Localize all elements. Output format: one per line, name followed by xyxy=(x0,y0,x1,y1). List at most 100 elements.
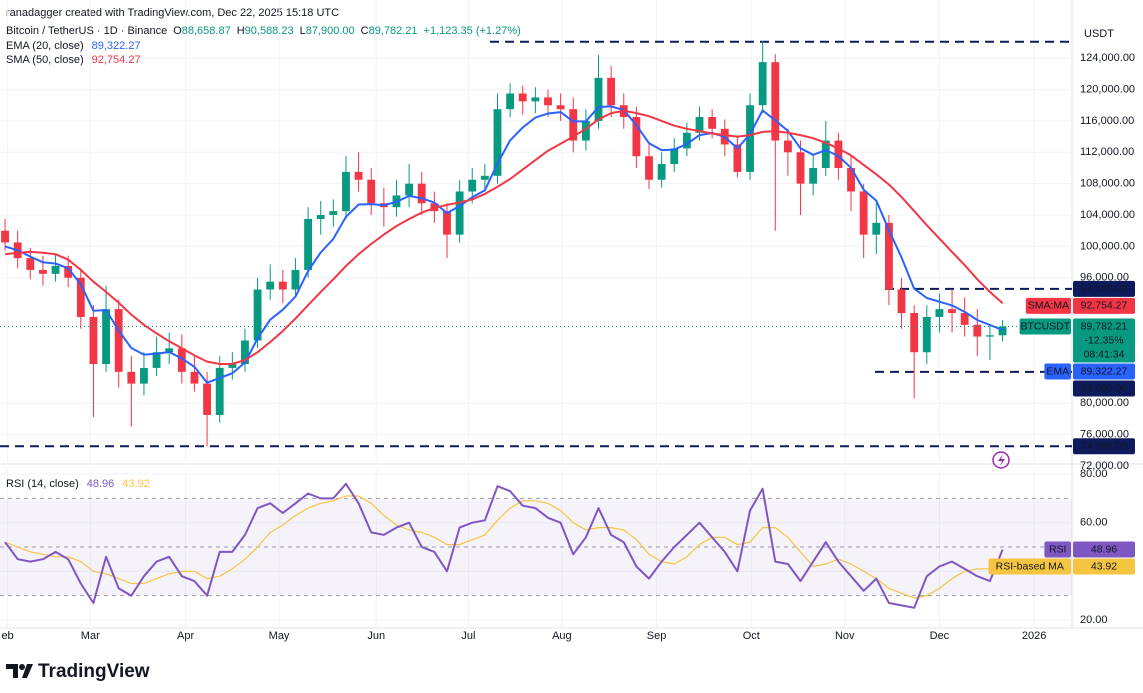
candle-body xyxy=(935,309,944,317)
badge-label: 48.96 xyxy=(1091,543,1117,555)
badge-label: 94,589.00 xyxy=(1081,283,1128,295)
candle-body xyxy=(859,191,868,235)
y-tick-label: 76,000.00 xyxy=(1080,428,1129,440)
legend-item: 43.92 xyxy=(122,478,150,490)
candle-body xyxy=(1,230,9,243)
legend-item: EMA (20, close) xyxy=(6,40,84,52)
candle-body xyxy=(165,348,174,353)
price-badge: 84,000.00 xyxy=(1073,380,1135,397)
candle-body xyxy=(278,281,287,290)
x-tick-label: Dec xyxy=(930,630,950,642)
candle-body xyxy=(367,179,376,204)
y-tick-label: 108,000.00 xyxy=(1080,178,1135,190)
candle-body xyxy=(76,277,85,317)
candle-body xyxy=(834,140,843,168)
candle-body xyxy=(531,97,540,102)
candle-body xyxy=(304,218,313,270)
y-tick-label: 60.00 xyxy=(1080,517,1108,529)
candle-body xyxy=(796,152,805,184)
badge-label: 92,754.27 xyxy=(1081,300,1128,312)
legend: EMA (20, close) 89,322.27 xyxy=(6,40,141,52)
candle-body xyxy=(847,167,855,192)
legend-item: Bitcoin / TetherUS · 1D · Binance xyxy=(6,25,167,37)
price-badge: 74,508.00 xyxy=(1073,438,1135,455)
candle-body xyxy=(455,191,464,235)
candle-body xyxy=(51,265,60,274)
badge-label: -12.35% xyxy=(1084,334,1123,346)
badge-box xyxy=(1073,280,1135,297)
x-tick-label: Mar xyxy=(81,630,100,642)
candle-body xyxy=(329,211,338,216)
badge-label: 43.92 xyxy=(1091,560,1117,572)
y-tick-label: 80,000.00 xyxy=(1080,397,1129,409)
x-tick-label: eb xyxy=(1,630,13,642)
candle-body xyxy=(64,265,73,278)
candle-body xyxy=(960,313,969,325)
candle-body xyxy=(884,222,893,290)
axes: eb Mar Apr May Jun Jul Aug Sep Oct Nov Dec 2026 124,… xyxy=(1,52,1135,642)
candle-body xyxy=(266,281,275,290)
x-tick-label: Apr xyxy=(177,630,194,642)
price-pane xyxy=(0,40,1072,448)
badge-tag: RSI-based MA xyxy=(996,560,1064,572)
badge-box xyxy=(1073,438,1135,455)
x-tick-label: Oct xyxy=(743,630,760,642)
y-tick-label: 20.00 xyxy=(1080,614,1108,626)
y-tick-label: 120,000.00 xyxy=(1080,83,1135,95)
badge-tag-box xyxy=(1025,297,1071,314)
candle-body xyxy=(39,269,47,274)
badge-box xyxy=(1073,558,1135,575)
legend: RSI (14, close) 48.96 43.92 xyxy=(6,478,150,490)
indicator-line xyxy=(4,105,1003,384)
legend-item: +1,123.35 (+1.27%) xyxy=(424,25,521,37)
badge-tag-box xyxy=(1044,541,1071,558)
y-tick-label: 96,000.00 xyxy=(1080,272,1129,284)
price-badge: 48.96 RSI xyxy=(1044,541,1135,558)
candle-body xyxy=(556,105,565,110)
badge-tag: EMA xyxy=(1046,365,1069,377)
badge-label: 84,000.00 xyxy=(1081,382,1128,394)
candle-body xyxy=(89,316,98,364)
candle-body xyxy=(746,105,754,172)
legend-item: L xyxy=(300,25,306,37)
alert-icon xyxy=(992,451,1010,469)
price-badge: 94,589.00 xyxy=(1073,280,1135,297)
brand-logo xyxy=(6,664,33,678)
candle-body xyxy=(733,144,742,172)
y-tick-label: 116,000.00 xyxy=(1080,115,1134,127)
candle-body xyxy=(443,211,451,235)
candle-body xyxy=(594,77,603,121)
candle-body xyxy=(973,324,982,337)
candle-body xyxy=(102,309,110,364)
badge-box xyxy=(1073,297,1135,314)
candle-body xyxy=(480,175,489,180)
x-tick-label: May xyxy=(269,630,290,642)
candle-body xyxy=(26,258,35,270)
candle-body xyxy=(342,171,350,212)
y-tick-label: 124,000.00 xyxy=(1080,52,1135,64)
candle-body xyxy=(127,371,136,384)
candle-body xyxy=(645,156,653,180)
candle-body xyxy=(922,316,931,353)
candle-body xyxy=(632,117,641,157)
candle-body xyxy=(948,309,956,314)
legend-item: C xyxy=(361,25,369,37)
badge-tag: SMA:MA xyxy=(1028,300,1069,312)
candle-body xyxy=(695,117,704,133)
candle-body xyxy=(897,289,906,314)
badge-label: 08:41:34 xyxy=(1084,348,1125,360)
legend: SMA (50, close) 92,754.27 xyxy=(6,54,141,66)
rsi-pane xyxy=(0,482,1072,609)
legend-item: 48.96 xyxy=(87,478,115,490)
candle-body xyxy=(241,340,249,364)
x-tick-label: 2026 xyxy=(1022,630,1046,642)
grid xyxy=(0,0,1072,628)
x-tick-label: Sep xyxy=(647,630,667,642)
candle-body xyxy=(354,171,363,180)
candle-body xyxy=(809,167,818,184)
legend-item: 87,900.00 xyxy=(306,25,355,37)
x-tick-label: Nov xyxy=(835,630,855,642)
candle-body xyxy=(114,309,123,372)
